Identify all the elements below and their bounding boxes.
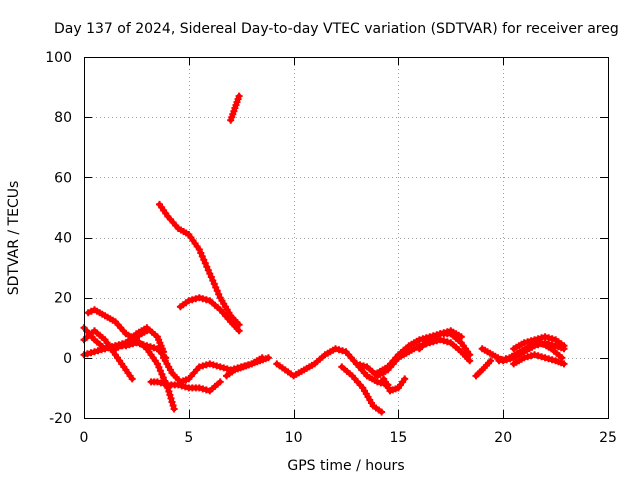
series-arc-8 [176, 294, 243, 335]
series-arc-18 [472, 357, 495, 380]
series-arc-13 [338, 363, 386, 416]
data-series [80, 92, 568, 416]
series-markers [415, 327, 465, 353]
series-arc-11 [223, 354, 272, 380]
grid [84, 57, 608, 418]
y-axis-title: SDTVAR / TECUs [6, 181, 22, 296]
series-markers [495, 339, 566, 365]
x-tick-label: 10 [285, 430, 303, 446]
y-tick-label: -20 [49, 411, 72, 427]
chart-title: Day 137 of 2024, Sidereal Day-to-day VTE… [54, 21, 619, 37]
x-tick-label: 5 [184, 430, 193, 446]
series-markers [223, 354, 272, 380]
plot-frame [84, 57, 609, 419]
series-arc-17 [415, 327, 465, 353]
series-arc-12 [273, 345, 392, 389]
x-tick-label: 0 [80, 430, 89, 446]
series-markers [510, 351, 568, 368]
y-tick-label: 0 [63, 351, 72, 367]
axis-ticks: 0 5 10 15 20 25 -20 0 20 40 60 80 100 [45, 50, 617, 446]
series-arc-21 [510, 333, 568, 353]
series-arc-16 [380, 375, 409, 395]
series-markers [472, 357, 495, 380]
series-line [85, 307, 177, 412]
x-tick-label: 25 [599, 430, 617, 446]
series-markers [273, 345, 392, 389]
y-tick-label: 80 [54, 110, 72, 126]
y-tick-label: 100 [45, 50, 72, 66]
series-arc-7 [156, 200, 243, 329]
series-markers [380, 375, 409, 395]
series-markers [156, 200, 243, 329]
y-tick-label: 40 [54, 231, 72, 247]
series-markers [111, 324, 168, 356]
series-arc-22 [510, 351, 568, 368]
x-axis-title: GPS time / hours [287, 458, 404, 474]
series-arc-9 [227, 92, 243, 124]
series-arc-6 [147, 378, 224, 395]
series-arc-20 [495, 339, 566, 365]
x-tick-label: 20 [494, 430, 512, 446]
series-markers [147, 378, 224, 395]
x-tick-label: 15 [389, 430, 407, 446]
series-arc-5 [111, 324, 168, 356]
y-tick-label: 20 [54, 291, 72, 307]
y-tick-label: 60 [54, 170, 72, 186]
series-markers [510, 333, 568, 353]
series-markers [338, 363, 386, 416]
series-markers [227, 92, 243, 124]
series-markers [176, 294, 243, 335]
